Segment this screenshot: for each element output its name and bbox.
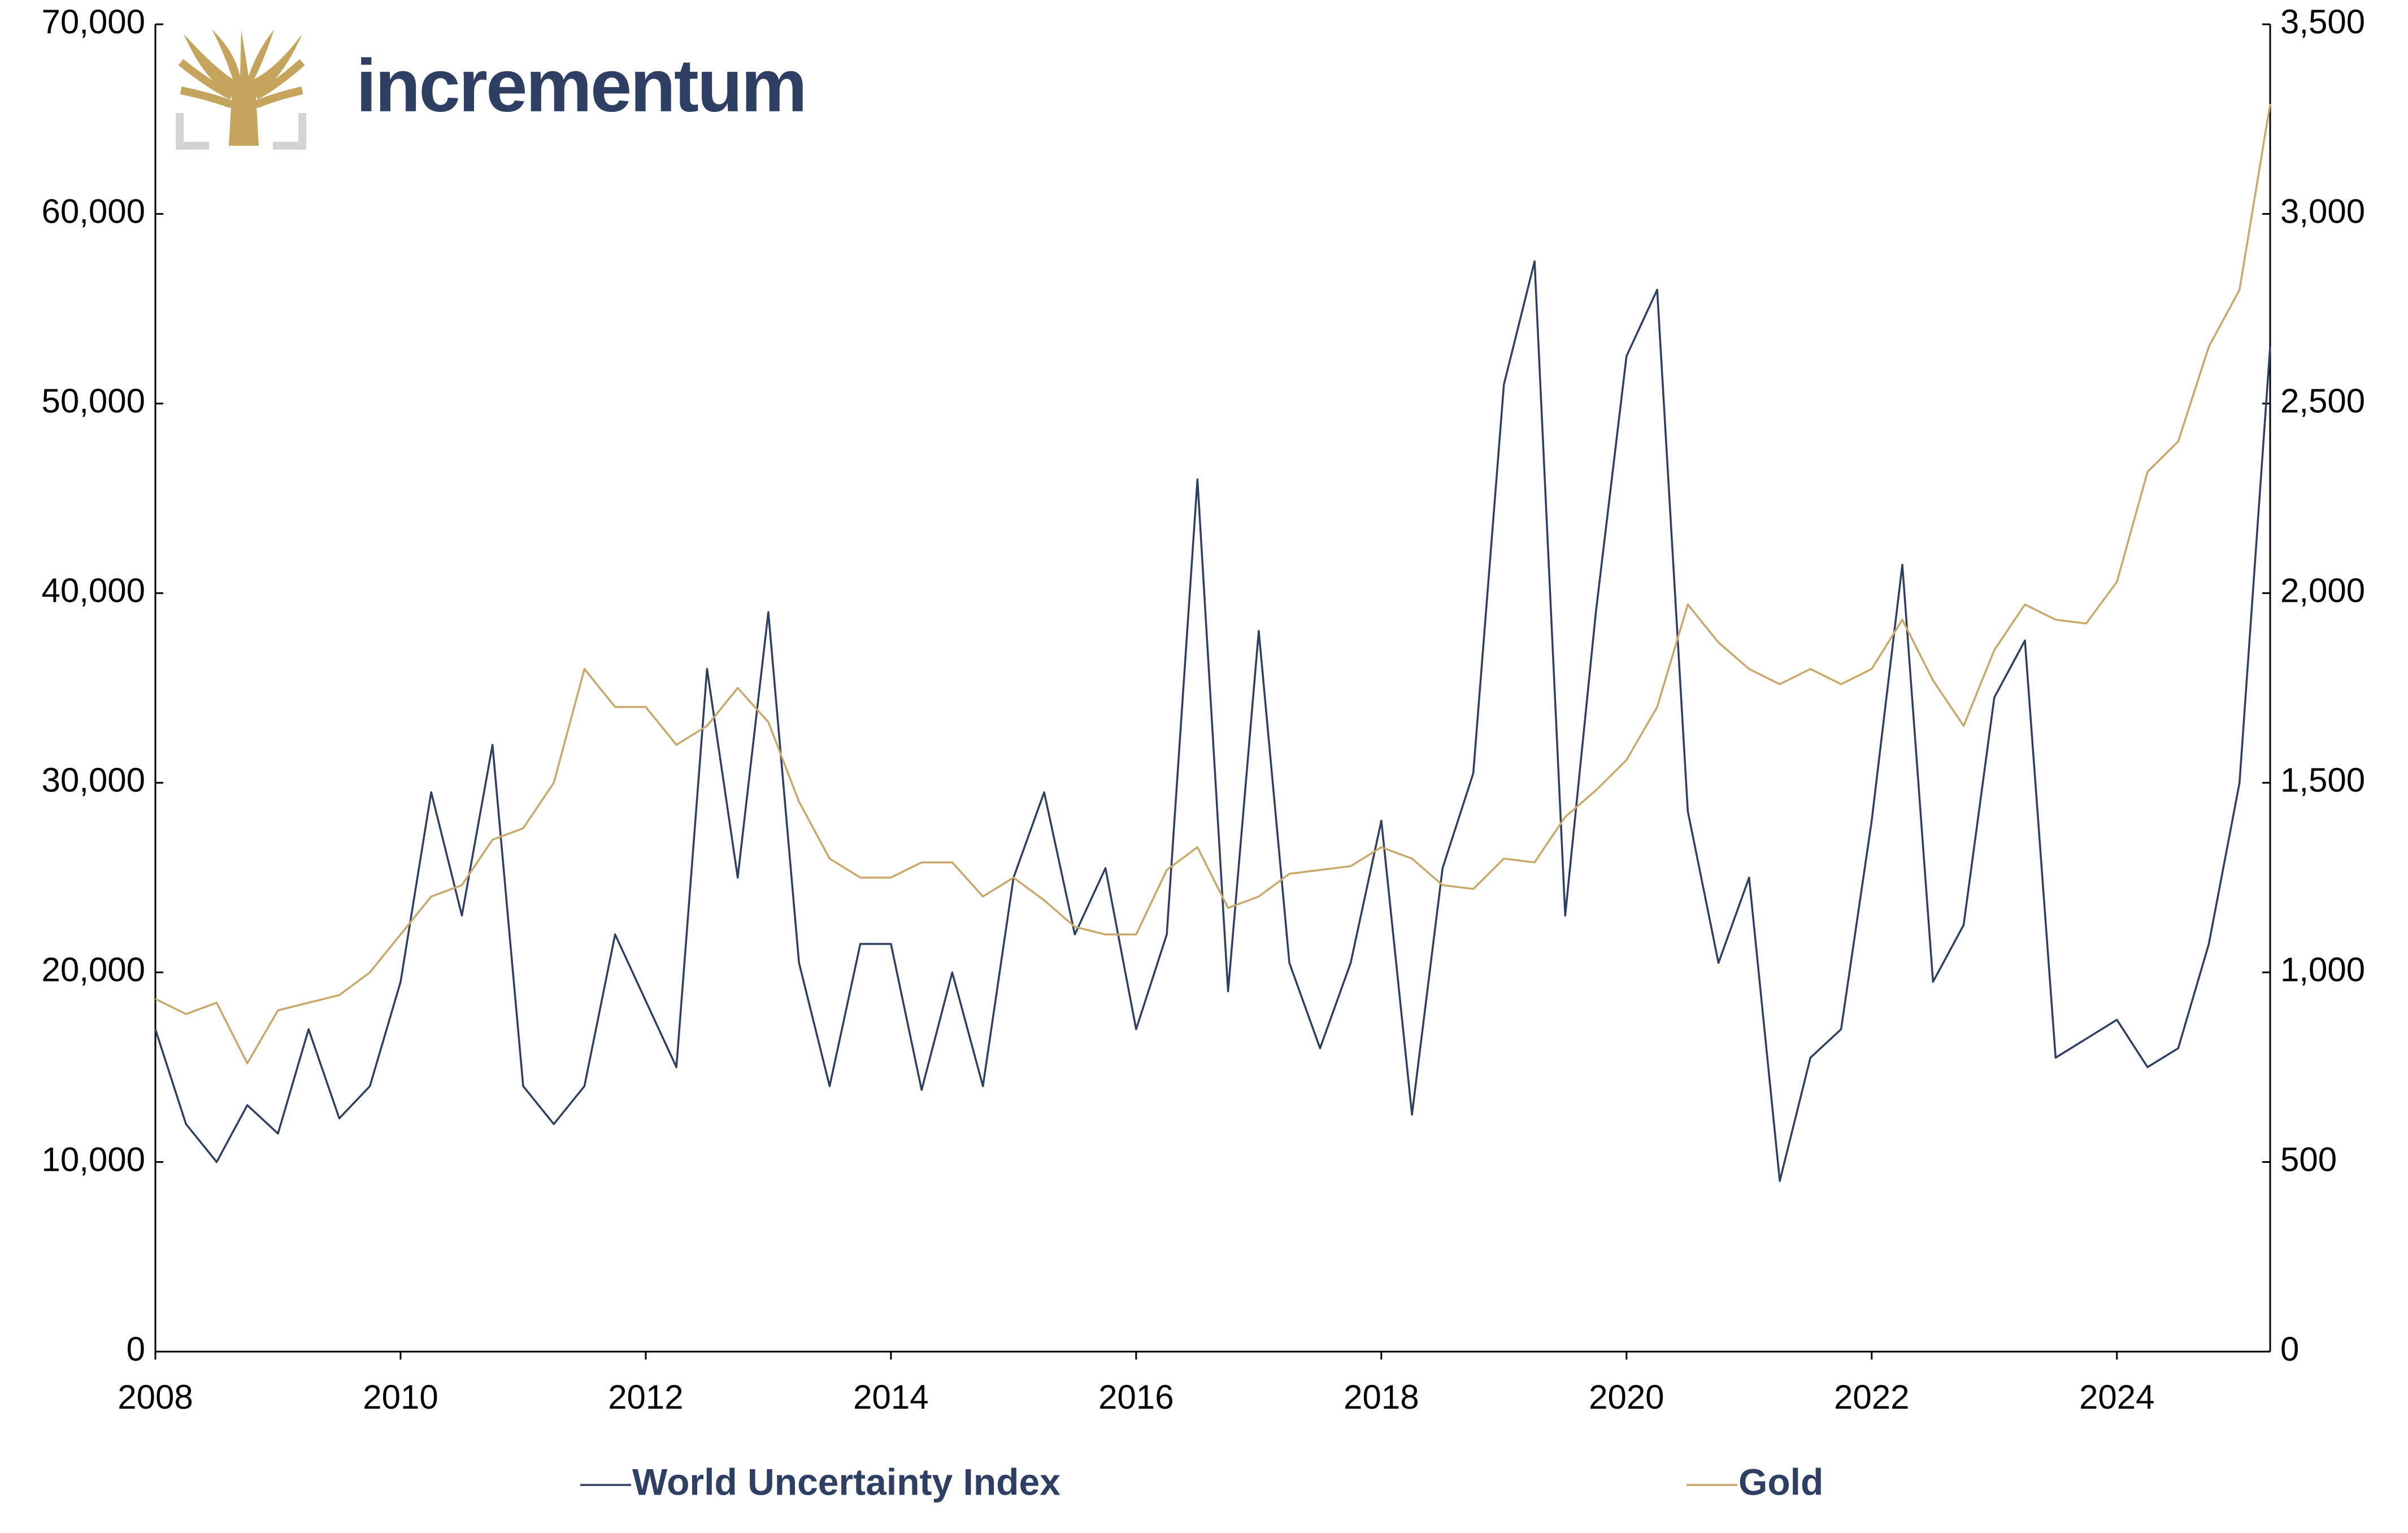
y-tick-label: 20,000 [41,951,145,989]
y2-tick-label: 1,500 [2280,761,2365,799]
x-tick-label: 2008 [118,1378,193,1416]
series-line [154,260,2271,1182]
y-tick-label: 0 [127,1330,145,1368]
y2-tick-label: 2,000 [2280,572,2365,610]
legend-label: Gold [1738,1461,1823,1502]
x-tick-label: 2022 [1834,1378,1909,1416]
x-tick-label: 2024 [2079,1378,2154,1416]
x-tick-label: 2020 [1589,1378,1664,1416]
x-tick-label: 2014 [853,1378,928,1416]
logo-text: incrementum [356,44,806,127]
y-tick-label: 40,000 [41,572,145,610]
y-tick-label: 60,000 [41,192,145,230]
y2-tick-label: 500 [2280,1140,2337,1178]
y-tick-label: 10,000 [41,1140,145,1178]
x-tick-label: 2016 [1098,1378,1173,1416]
x-tick-label: 2010 [363,1378,438,1416]
series-line [155,103,2271,1065]
logo-icon [176,29,306,150]
x-tick-label: 2012 [608,1378,683,1416]
y-tick-label: 50,000 [41,382,145,420]
y2-tick-label: 0 [2280,1330,2299,1368]
y2-tick-label: 3,500 [2280,3,2365,41]
y2-tick-label: 1,000 [2280,951,2365,989]
x-tick-label: 2018 [1344,1378,1419,1416]
y2-tick-label: 3,000 [2280,192,2365,230]
legend-label: World Uncertainty Index [632,1461,1060,1502]
y-tick-label: 70,000 [41,3,145,41]
y2-tick-label: 2,500 [2280,382,2365,420]
y-tick-label: 30,000 [41,761,145,799]
